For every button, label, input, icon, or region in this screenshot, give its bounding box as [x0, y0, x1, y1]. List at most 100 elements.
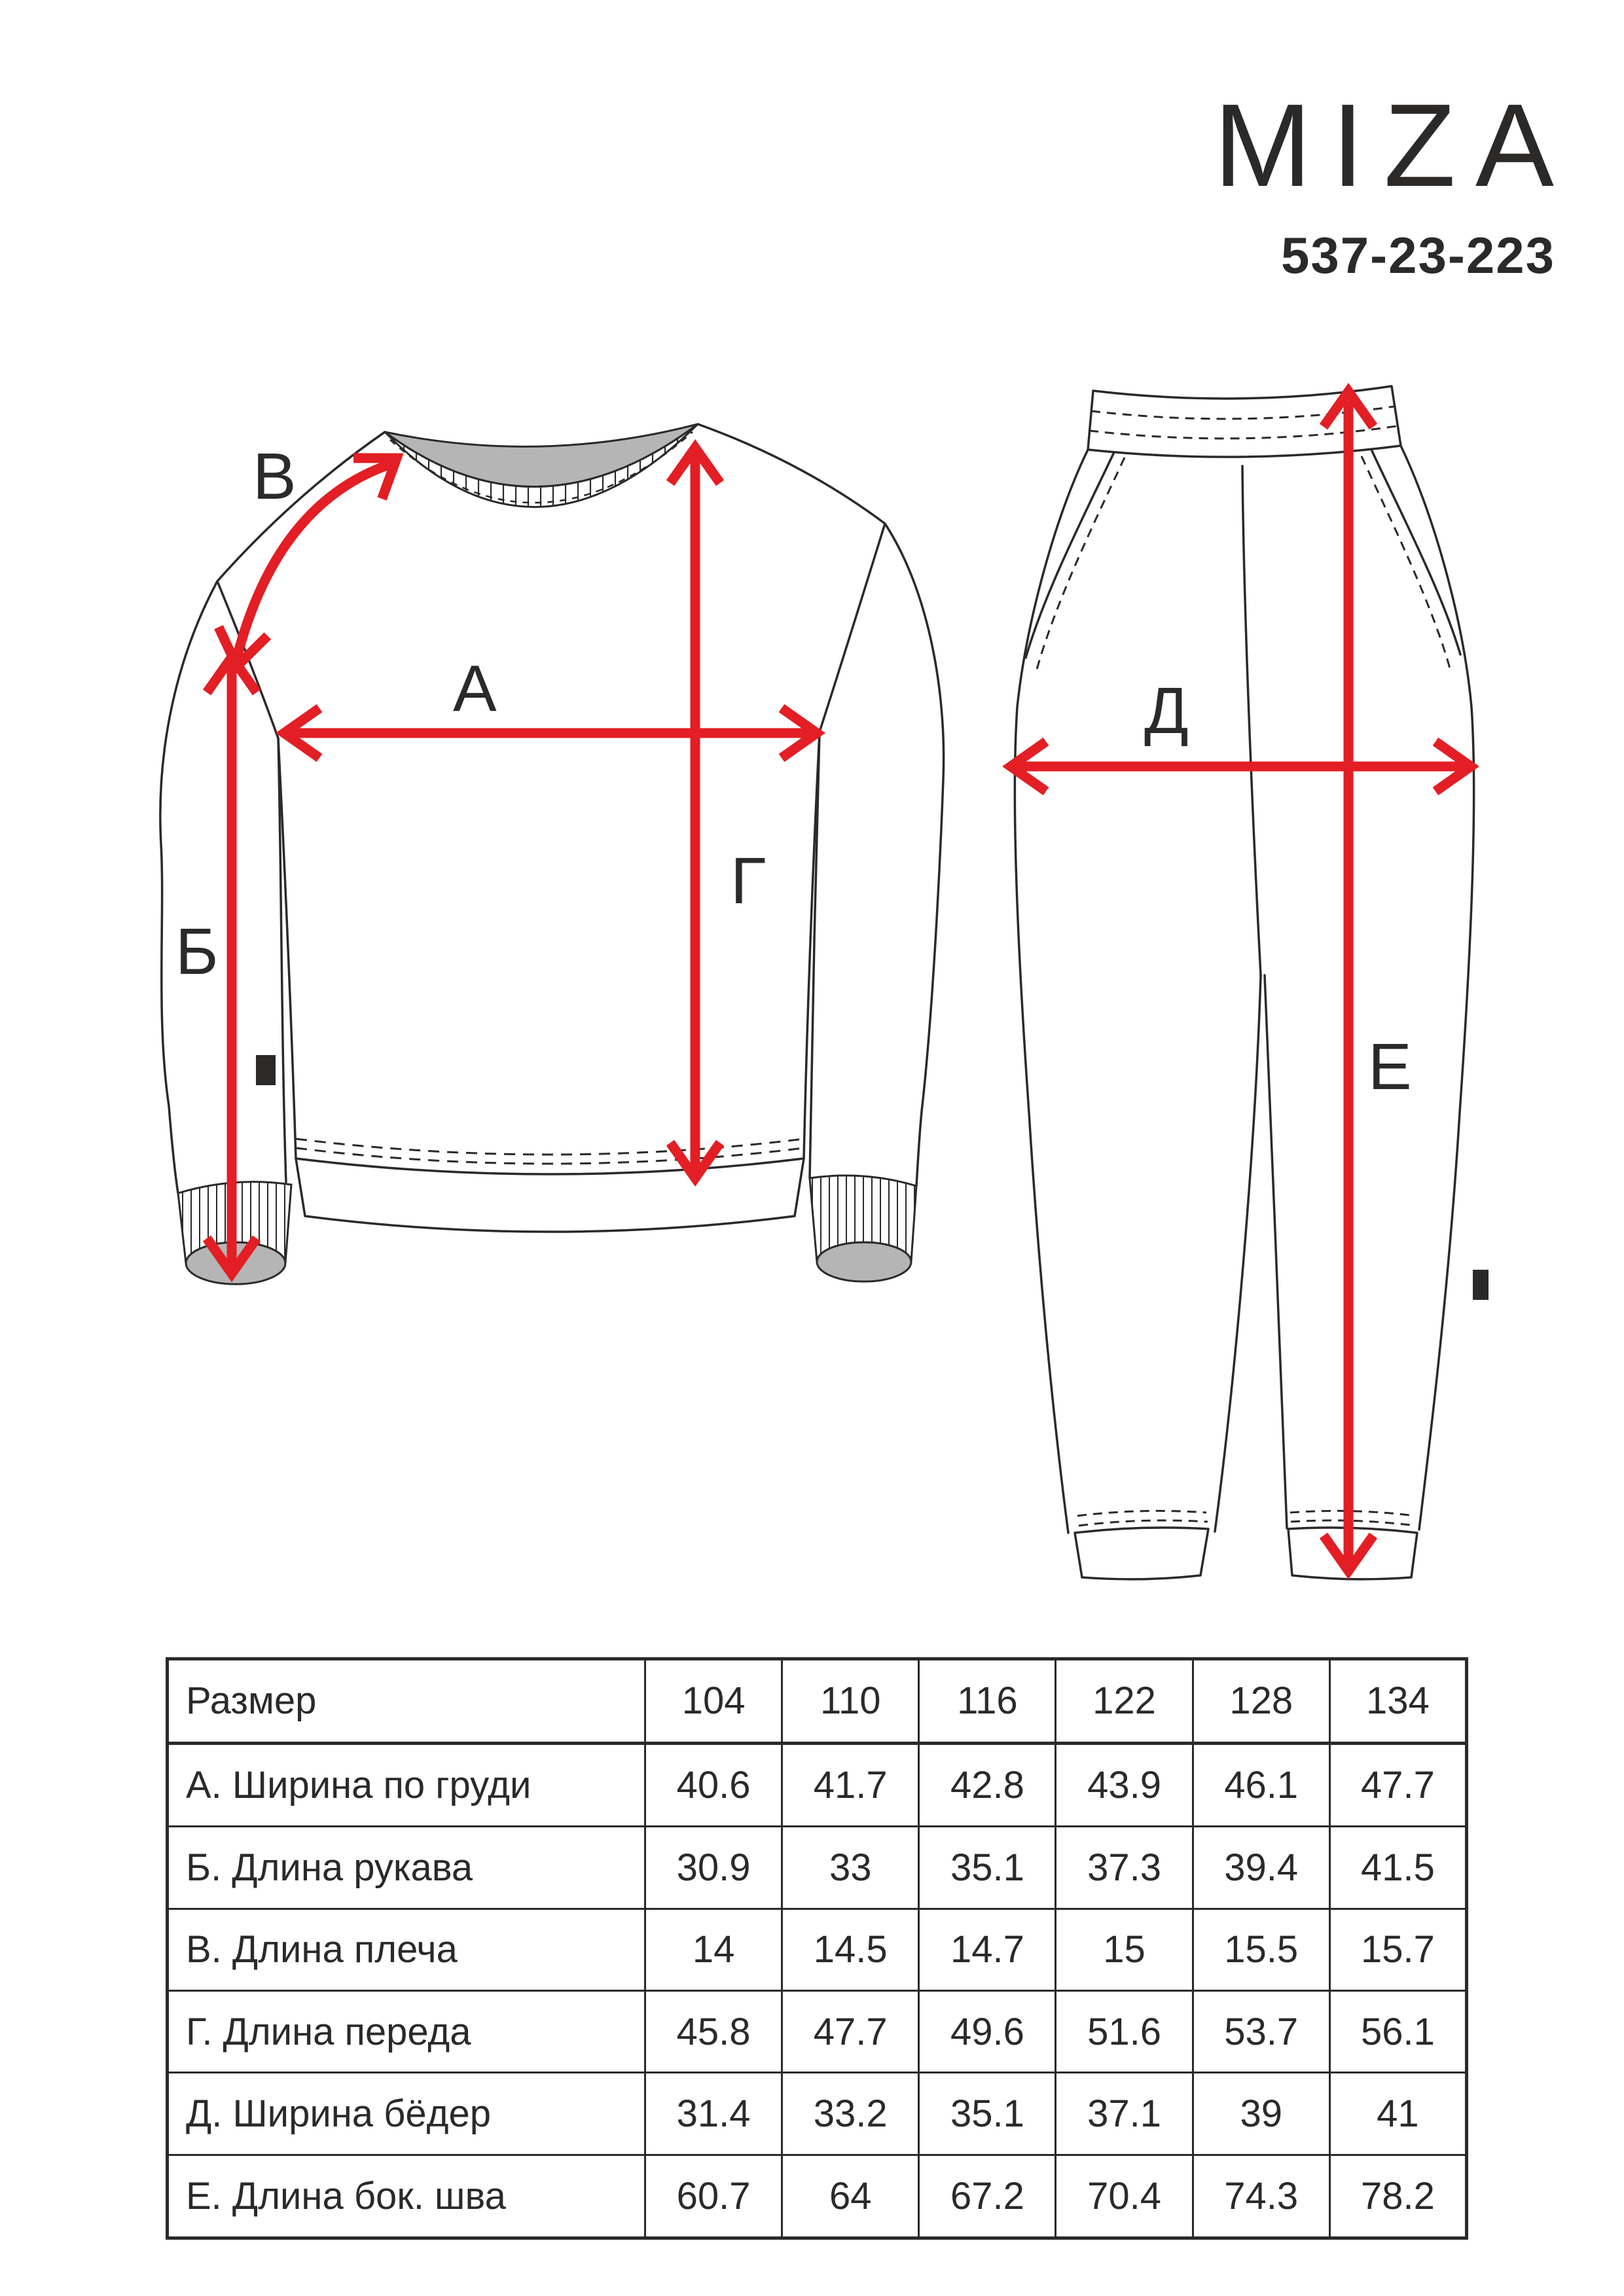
measure-hip-D: Д — [1001, 674, 1480, 796]
value-cell: 78.2 — [1328, 2153, 1468, 2240]
value-cell: 14.7 — [918, 1907, 1057, 1992]
pants-right-outer — [1399, 444, 1475, 1531]
size-cell: 116 — [918, 1658, 1057, 1745]
value-cell: 47.7 — [781, 1989, 920, 2074]
measure-chest-A: А — [275, 652, 826, 762]
pants-drawing — [1013, 385, 1489, 1581]
hem-top-edge — [295, 1157, 805, 1175]
left-pocket-seam — [1024, 451, 1115, 659]
right-armhole-seam — [818, 522, 886, 733]
right-sleeve-inner — [808, 730, 821, 1179]
value-cell: 31.4 — [643, 2072, 784, 2156]
left-armhole-seam — [216, 580, 280, 740]
value-cell: 40.6 — [643, 1742, 784, 1828]
value-cell: 41 — [1328, 2072, 1468, 2156]
left-inseam — [1214, 974, 1262, 1533]
value-cell: 35.1 — [918, 1825, 1057, 1910]
value-cell: 51.6 — [1055, 1989, 1194, 2074]
value-cell: 33 — [781, 1825, 920, 1910]
label-side-seam: Е — [1368, 1030, 1412, 1103]
right-cuff-ribbing — [808, 1174, 918, 1263]
measure-label-cell: В. Длина плеча — [166, 1907, 646, 1992]
label-front-length: Г — [731, 844, 766, 918]
measure-side-seam-E: Е — [1319, 382, 1412, 1580]
left-pocket-stitch — [1034, 457, 1126, 675]
table-row: Г. Длина переда 45.8 47.7 49.6 51.6 53.7… — [166, 1989, 1468, 2074]
collar-stitch — [389, 431, 693, 504]
brand-logo: MIZA — [1214, 80, 1574, 211]
value-cell: 45.8 — [643, 1989, 784, 2074]
value-cell: 70.4 — [1055, 2153, 1194, 2240]
table-row: В. Длина плеча 14 14.5 14.7 15 15.5 15.7 — [166, 1907, 1468, 1992]
right-pocket-seam — [1371, 450, 1462, 656]
value-cell: 35.1 — [918, 2072, 1057, 2156]
value-cell: 42.8 — [918, 1742, 1057, 1828]
center-front-seam — [1241, 465, 1262, 977]
value-cell: 46.1 — [1191, 1742, 1331, 1828]
value-cell: 15.7 — [1328, 1907, 1468, 1992]
left-ankle-cuff — [1074, 1526, 1210, 1581]
value-cell: 39.4 — [1191, 1825, 1331, 1910]
label-sleeve: Б — [175, 915, 219, 988]
value-cell: 37.1 — [1055, 2072, 1194, 2156]
value-cell: 74.3 — [1191, 2153, 1331, 2240]
measurement-arrows: А В Б Г — [175, 382, 1480, 1580]
brand-tag — [256, 1055, 276, 1085]
value-cell: 67.2 — [918, 2153, 1057, 2240]
brand-tag — [1473, 1270, 1489, 1300]
left-shoulder-seam — [216, 431, 386, 583]
hem-band — [295, 1157, 805, 1233]
right-inseam — [1263, 974, 1288, 1530]
measure-label-cell: Д. Ширина бёдер — [166, 2072, 646, 2156]
size-cell: 110 — [781, 1658, 920, 1745]
size-cell: 128 — [1191, 1658, 1331, 1745]
value-cell: 33.2 — [781, 2072, 920, 2156]
right-shoulder-seam — [696, 423, 886, 525]
size-cell: 122 — [1055, 1658, 1194, 1745]
value-cell: 14.5 — [781, 1907, 920, 1992]
value-cell: 49.6 — [918, 1989, 1057, 2074]
table-row: Е. Длина бок. шва 60.7 64 67.2 70.4 74.3… — [166, 2153, 1468, 2240]
value-cell: 41.7 — [781, 1742, 920, 1828]
measure-label-cell: А. Ширина по груди — [166, 1742, 646, 1828]
waistband — [1087, 385, 1402, 458]
size-cell: 134 — [1328, 1658, 1468, 1745]
value-cell: 60.7 — [643, 2153, 784, 2240]
table-row: Б. Длина рукава 30.9 33 35.1 37.3 39.4 4… — [166, 1825, 1468, 1910]
value-cell: 39 — [1191, 2072, 1331, 2156]
right-ankle-stitching — [1290, 1509, 1416, 1527]
value-cell: 47.7 — [1328, 1742, 1468, 1828]
left-ankle-stitching — [1077, 1509, 1208, 1527]
label-hip-width: Д — [1144, 674, 1189, 747]
value-cell: 53.7 — [1191, 1989, 1331, 2074]
value-cell: 15 — [1055, 1907, 1194, 1992]
value-cell: 37.3 — [1055, 1825, 1194, 1910]
left-sleeve-outer — [159, 580, 219, 1194]
measure-front-length-G: Г — [666, 439, 766, 1187]
size-header-cell: Размер — [166, 1658, 646, 1745]
measure-label-cell: Е. Длина бок. шва — [166, 2153, 646, 2240]
pants-left-outer — [1013, 448, 1089, 1534]
value-cell: 30.9 — [643, 1825, 784, 1910]
hem-stitching — [295, 1138, 804, 1165]
value-cell: 43.9 — [1055, 1742, 1194, 1828]
body-right-side — [803, 730, 821, 1160]
label-chest: А — [453, 652, 497, 725]
size-table: Размер 104 110 116 122 128 134 А. Ширина… — [166, 1657, 1468, 2240]
right-pocket-stitch — [1360, 456, 1452, 672]
value-cell: 41.5 — [1328, 1825, 1468, 1910]
article-number: 537-23-223 — [1281, 226, 1555, 284]
measure-label-cell: Б. Длина рукава — [166, 1825, 646, 1910]
table-row: А. Ширина по груди 40.6 41.7 42.8 43.9 4… — [166, 1742, 1468, 1828]
table-row: Размер 104 110 116 122 128 134 — [166, 1658, 1468, 1745]
table-row: Д. Ширина бёдер 31.4 33.2 35.1 37.1 39 4… — [166, 2072, 1468, 2156]
label-shoulder: В — [253, 440, 297, 513]
measure-sleeve-B2: Б — [175, 648, 261, 1283]
body-left-side — [277, 737, 297, 1160]
garment-diagram: А В Б Г — [159, 382, 1489, 1581]
right-sleeve-outer — [884, 522, 945, 1187]
size-cell: 104 — [643, 1658, 784, 1745]
measure-label-cell: Г. Длина переда — [166, 1989, 646, 2074]
value-cell: 15.5 — [1191, 1907, 1331, 1992]
